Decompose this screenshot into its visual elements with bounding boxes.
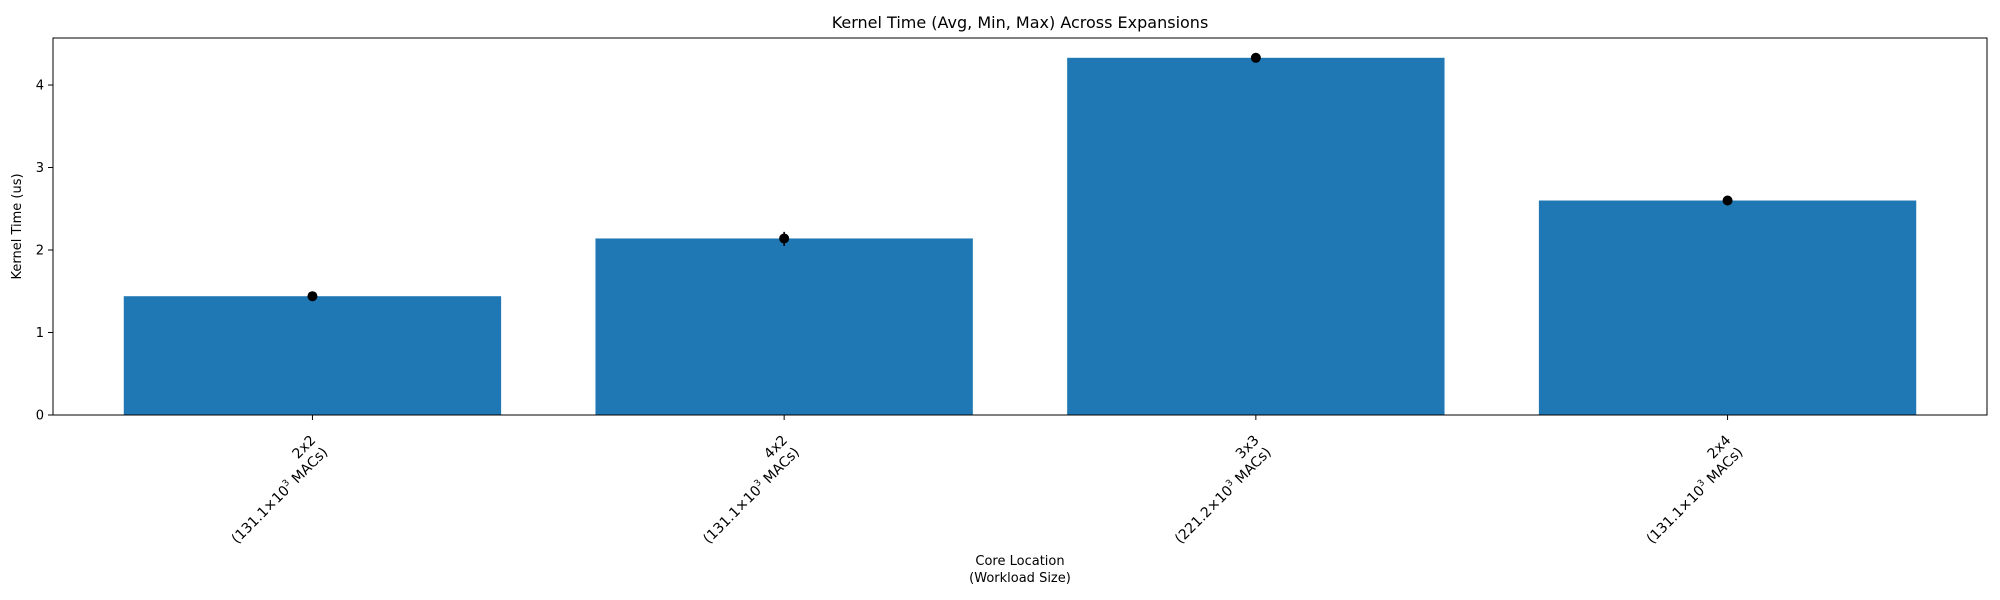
y-axis-label: Kernel Time (us) xyxy=(10,173,25,279)
y-tick-label-0: 0 xyxy=(36,409,44,424)
x-tick-label-2x2: 2x2(131.1×103 MACs) xyxy=(217,433,332,548)
chart-title: Kernel Time (Avg, Min, Max) Across Expan… xyxy=(832,13,1209,32)
x-axis-label-line-2: (Workload Size) xyxy=(969,571,1071,586)
avg-marker-3x3 xyxy=(1250,52,1261,63)
y-tick-label-4: 4 xyxy=(36,79,44,94)
bar-4x2 xyxy=(595,238,973,415)
bar-2x2 xyxy=(123,296,502,415)
plot-frame xyxy=(52,37,1988,416)
avg-marker-2x4 xyxy=(1722,195,1733,206)
bar-3x3 xyxy=(1067,57,1445,416)
plot-area: 0 1 2 3 4 2x2(131.1×103 MACs) 4x2(131.1×103 MA… xyxy=(36,37,1988,548)
avg-marker-4x2 xyxy=(779,233,790,244)
x-axis-label-line-1: Core Location xyxy=(975,554,1064,569)
y-tick-label-1: 1 xyxy=(36,326,44,341)
avg-marker-2x2 xyxy=(307,291,318,302)
x-tick-label-3x3: 3x3(221.2×103 MACs) xyxy=(1160,433,1275,548)
x-tick-label-2x4: 2x4(131.1×103 MACs) xyxy=(1632,432,1747,547)
bar-2x4 xyxy=(1538,200,1917,415)
y-tick-label-2: 2 xyxy=(36,244,44,259)
x-tick-label-4x2: 4x2(131.1×103 MACs) xyxy=(688,433,803,548)
y-tick-label-3: 3 xyxy=(36,161,44,176)
